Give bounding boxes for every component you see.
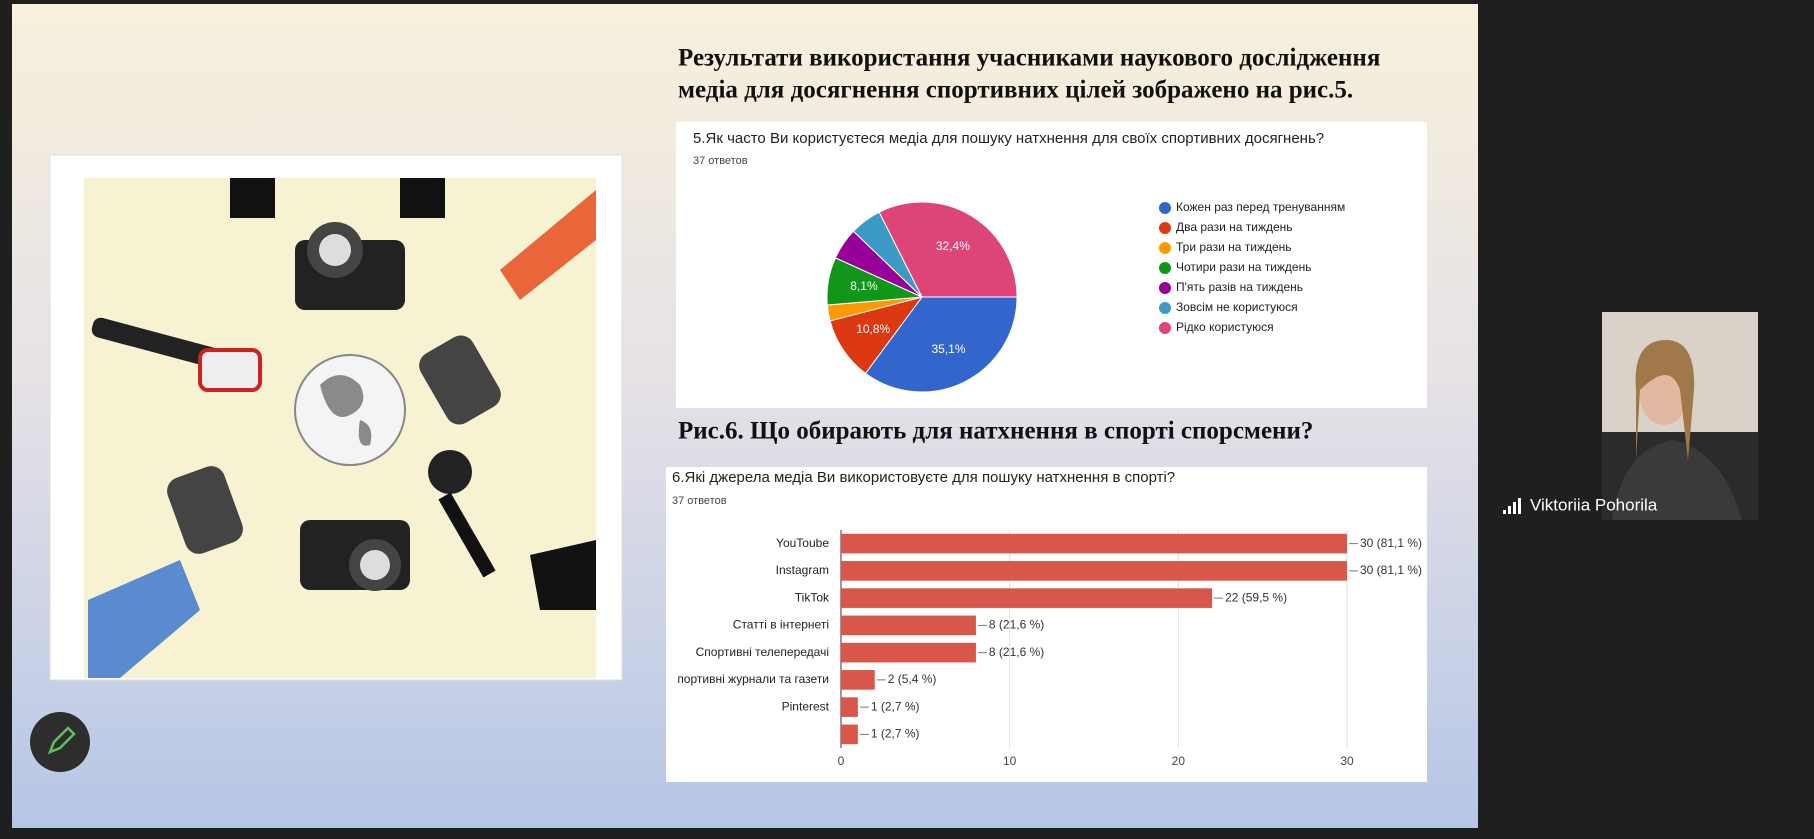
- legend-swatch: [1159, 242, 1171, 254]
- participant-tile: Viktoriia Pohorila: [1503, 312, 1758, 520]
- legend-swatch: [1159, 322, 1171, 334]
- legend-entry: Чотири рази на тиждень: [1176, 260, 1312, 274]
- bar: [841, 588, 1213, 608]
- slide-heading: медіа для досягнення спортивних цілей зо…: [678, 77, 1353, 104]
- slice-label: 35,1%: [932, 342, 966, 356]
- legend-entry: Два рази на тиждень: [1176, 220, 1293, 234]
- x-tick-label: 0: [838, 754, 845, 768]
- legend-entry: Кожен раз перед тренуванням: [1176, 200, 1345, 214]
- illustration: [49, 154, 623, 681]
- bar: [841, 670, 875, 690]
- y-tick-label: Статті в інтернеті: [733, 618, 829, 632]
- legend-swatch: [1159, 262, 1171, 274]
- pie-slice: [878, 201, 1018, 298]
- chart-title: 5.Як часто Ви користуєтеся медіа для пош…: [693, 130, 1324, 147]
- x-tick-label: 30: [1340, 754, 1354, 768]
- x-tick-label: 10: [1003, 754, 1017, 768]
- bar-chart: 6.Які джерела медіа Ви використовуєте дл…: [672, 469, 1422, 768]
- pie-panel: [676, 122, 1427, 408]
- y-tick-label: Спортивні телепередачі: [696, 645, 829, 659]
- slice-label: 10,8%: [856, 322, 890, 336]
- slice-label: 8,1%: [850, 279, 878, 293]
- legend-swatch: [1159, 222, 1171, 234]
- y-tick-label: портивні журнали та газети: [677, 672, 829, 686]
- legend-entry: Зовсім не користуюся: [1176, 300, 1298, 314]
- edit-button[interactable]: [30, 712, 90, 772]
- legend-entry: П'ять разів на тиждень: [1176, 280, 1303, 294]
- legend-entry: Три рази на тиждень: [1176, 240, 1292, 254]
- value-label: 1 (2,7 %): [871, 699, 920, 713]
- bar: [841, 615, 976, 636]
- bar-panel: [666, 467, 1427, 782]
- figure-heading: Рис.6. Що обирають для натхнення в спорт…: [678, 418, 1313, 445]
- legend-swatch: [1159, 302, 1171, 314]
- y-tick-label: TikTok: [795, 590, 830, 604]
- y-tick-label: Instagram: [776, 563, 829, 577]
- chart-title: 6.Які джерела медіа Ви використовуєте дл…: [672, 469, 1175, 486]
- x-tick-label: 20: [1172, 754, 1186, 768]
- chart-subtitle: 37 ответов: [672, 495, 727, 507]
- value-label: 8 (21,6 %): [989, 645, 1044, 659]
- value-label: 22 (59,5 %): [1225, 590, 1287, 604]
- chart-subtitle: 37 ответов: [693, 155, 748, 167]
- value-label: 8 (21,6 %): [989, 618, 1044, 632]
- value-label: 2 (5,4 %): [888, 672, 937, 686]
- bar: [841, 533, 1347, 554]
- pie-slice: [864, 296, 1018, 393]
- participant-name: Viktoriia Pohorila: [1530, 495, 1658, 514]
- slice-label: 32,4%: [936, 239, 970, 253]
- value-label: 30 (81,1 %): [1360, 536, 1422, 550]
- value-label: 30 (81,1 %): [1360, 563, 1422, 577]
- bar: [841, 561, 1347, 581]
- legend-swatch: [1159, 282, 1171, 294]
- bar: [841, 724, 858, 745]
- y-tick-label: YouToube: [776, 536, 829, 550]
- y-tick-label: Pinterest: [782, 699, 830, 713]
- value-label: 1 (2,7 %): [871, 727, 920, 741]
- legend-entry: Рідко користуюся: [1176, 320, 1274, 334]
- bar: [841, 697, 858, 717]
- slide-heading: Результати використання учасниками науко…: [678, 45, 1380, 72]
- legend-swatch: [1159, 202, 1171, 214]
- bar: [841, 642, 976, 663]
